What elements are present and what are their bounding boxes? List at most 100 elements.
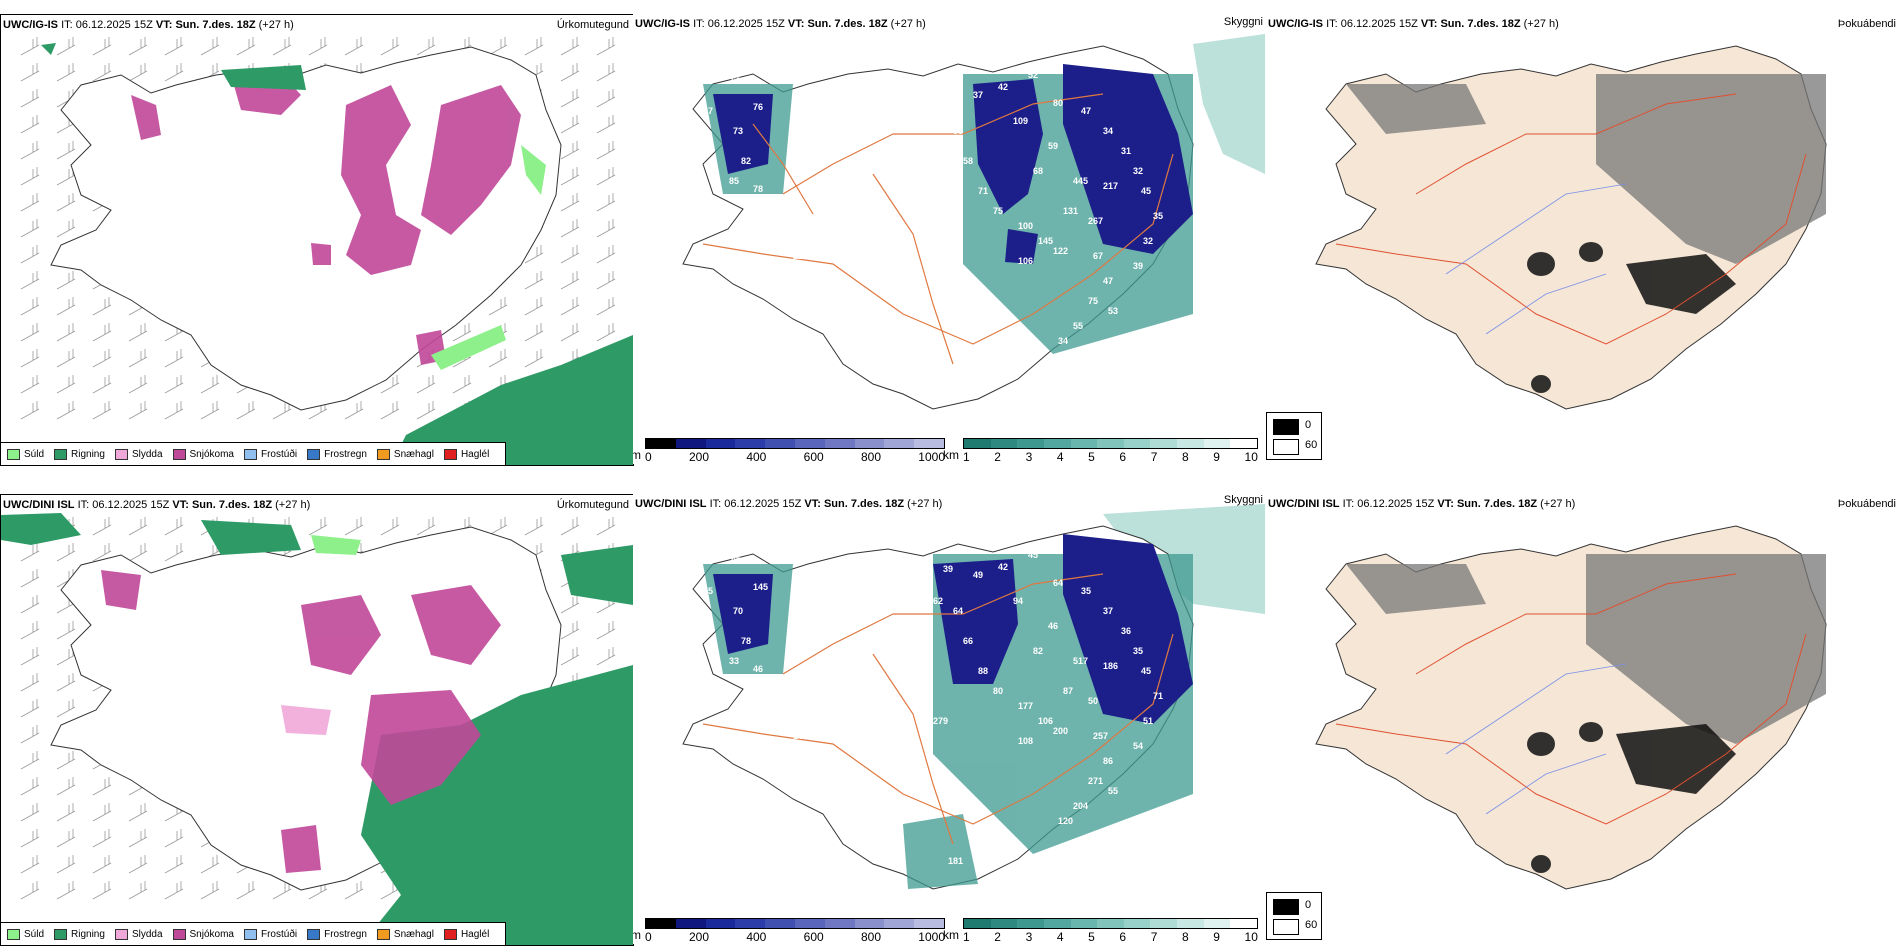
legend-item: Snæhagl xyxy=(376,928,434,940)
wind-barb xyxy=(524,37,544,56)
wind-barb xyxy=(488,349,508,368)
colorbar-tick: 10 xyxy=(1244,450,1258,464)
wind-barb xyxy=(200,37,220,56)
visibility-label: 33 xyxy=(729,656,739,666)
visibility-label: 55 xyxy=(933,236,943,246)
wind-barb xyxy=(596,323,616,342)
panel-title: Skyggni xyxy=(1223,494,1263,506)
legend-swatch-suld xyxy=(7,928,20,940)
wind-barb xyxy=(164,517,184,536)
visibility-label: 55 xyxy=(1073,321,1083,331)
wind-barb xyxy=(128,855,148,874)
fog-map xyxy=(1315,525,1827,890)
wind-barb xyxy=(416,375,436,394)
visibility-label: 88 xyxy=(978,666,988,676)
wind-barb xyxy=(128,349,148,368)
colorbar-tick: 7 xyxy=(1150,930,1158,944)
wind-barb xyxy=(20,543,40,562)
visibility-label: 106 xyxy=(1018,256,1033,266)
colorbar-tick: 200 xyxy=(688,450,710,464)
panel-header: UWC/DINI ISL IT: 06.12.2025 15Z VT: Sun.… xyxy=(635,498,943,510)
wind-barb xyxy=(524,323,544,342)
wind-barb xyxy=(92,375,112,394)
visibility-label: 109 xyxy=(1013,116,1028,126)
visibility-label: 66 xyxy=(963,636,973,646)
wind-barb xyxy=(560,219,580,238)
wind-barb xyxy=(164,401,184,420)
visibility-label: 42 xyxy=(998,82,1008,92)
colorbar-tick: 400 xyxy=(746,450,767,464)
visibility-label: 86 xyxy=(1103,756,1113,766)
visibility-label: 100 xyxy=(1018,221,1033,231)
wind-barb xyxy=(596,141,616,160)
visibility-label: 64 xyxy=(1053,578,1063,588)
wind-barb xyxy=(596,621,616,640)
visibility-label: 87 xyxy=(883,226,893,236)
wind-barb xyxy=(164,63,184,82)
visibility-label: 204 xyxy=(1073,801,1088,811)
legend-swatch-frostregn xyxy=(307,928,321,940)
colorbar-tick: 1000 xyxy=(918,450,945,464)
wind-barb xyxy=(344,881,364,900)
snow-areas xyxy=(101,570,501,873)
visibility-label: 38 xyxy=(818,98,828,108)
wind-barb xyxy=(20,245,40,264)
visibility-label: 45 xyxy=(1028,550,1038,560)
wind-barb xyxy=(560,63,580,82)
wind-barb xyxy=(236,881,256,900)
wind-barb xyxy=(200,881,220,900)
visibility-label: 70 xyxy=(733,606,743,616)
legend-swatch-rigning xyxy=(54,928,68,940)
wind-barb xyxy=(128,323,148,342)
wind-barb xyxy=(164,881,184,900)
visibility-label: 47 xyxy=(883,706,893,716)
wind-barb xyxy=(128,63,148,82)
wind-barb xyxy=(596,115,616,134)
visibility-colorbar: 1 2 3 4 5 6 7 8 9 10 km xyxy=(943,438,1258,464)
precip-map xyxy=(20,37,633,465)
wind-barb xyxy=(20,647,40,666)
wind-barb xyxy=(164,349,184,368)
wind-barb xyxy=(128,37,148,56)
visibility-label: 55 xyxy=(1108,786,1118,796)
visibility-label: 108 xyxy=(1018,736,1033,746)
wind-barb xyxy=(560,141,580,160)
colorbar-tick: 6 xyxy=(1119,930,1127,944)
visibility-label: 34 xyxy=(1058,336,1068,346)
wind-barb xyxy=(56,777,76,796)
wind-barb xyxy=(164,37,184,56)
legend-swatch-suld xyxy=(7,448,20,460)
legend-swatch-haglel xyxy=(443,928,457,940)
wind-barb xyxy=(416,517,436,536)
snow-areas xyxy=(131,73,521,365)
wind-barb xyxy=(200,375,220,394)
wind-barb xyxy=(416,37,436,56)
drizzle-areas xyxy=(431,145,546,370)
legend-item: Frostregn xyxy=(307,928,367,940)
dense-fog xyxy=(1527,722,1736,873)
wind-barb xyxy=(236,401,256,420)
visibility-label: 75 xyxy=(993,206,1003,216)
legend-item: Snæhagl xyxy=(376,448,434,460)
visibility-label: 35 xyxy=(1081,586,1091,596)
legend-swatch-snjokoma xyxy=(172,928,186,940)
visibility-label: 279 xyxy=(933,716,948,726)
visibility-label: 108 xyxy=(793,731,808,741)
panel-header: UWC/IG-IS IT: 06.12.2025 15Z VT: Sun. 7.… xyxy=(635,18,926,30)
colorbar-tick: 400 xyxy=(746,930,767,944)
visibility-label: 445 xyxy=(1073,176,1088,186)
wind-barb xyxy=(560,595,580,614)
colorbar-tick: 7 xyxy=(1150,450,1158,464)
precip-panel-bottom: UWC/DINI ISL IT: 06.12.2025 15Z VT: Sun.… xyxy=(0,494,634,946)
visibility-label: 85 xyxy=(693,564,703,574)
wind-barb xyxy=(164,375,184,394)
visibility-label: 34 xyxy=(923,556,933,566)
visibility-label: 50 xyxy=(1088,696,1098,706)
legend-item: Haglél xyxy=(443,448,489,460)
wind-barb xyxy=(380,375,400,394)
wind-barb xyxy=(20,219,40,238)
visibility-label: 49 xyxy=(973,570,983,580)
visibility-panel-top: UWC/IG-IS IT: 06.12.2025 15Z VT: Sun. 7.… xyxy=(633,14,1265,464)
drizzle-areas xyxy=(311,535,361,555)
legend-swatch-slydda xyxy=(114,928,128,940)
